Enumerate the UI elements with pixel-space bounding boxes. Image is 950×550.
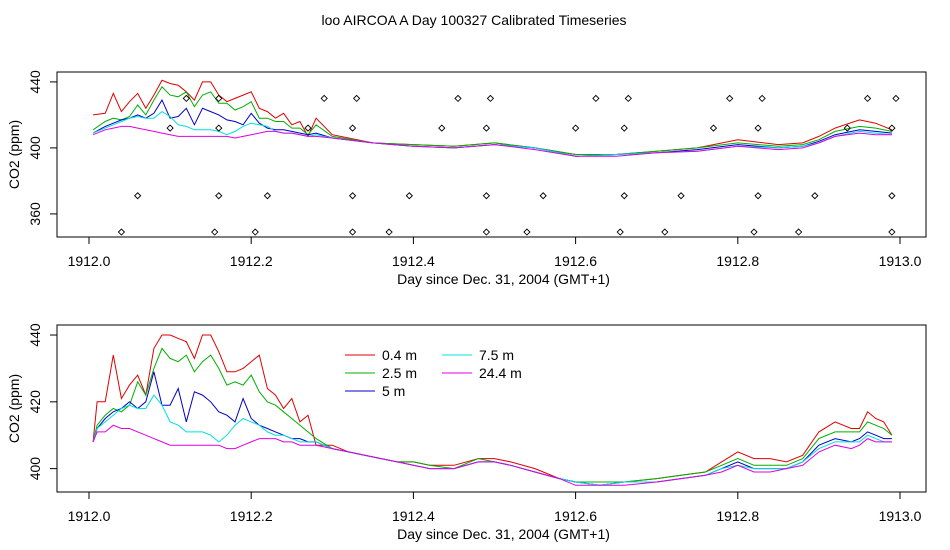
- legend-item: 0.4 m: [345, 347, 417, 363]
- data-point-marker: [843, 124, 851, 132]
- data-point-marker: [320, 94, 328, 103]
- data-point-marker: [892, 94, 900, 103]
- data-point-marker: [486, 94, 495, 103]
- data-point-marker: [215, 94, 223, 103]
- x-tick-label: 1912.0: [68, 253, 111, 269]
- data-point-marker: [888, 124, 896, 132]
- x-tick-label: 1912.4: [392, 253, 435, 269]
- data-point-marker: [304, 124, 312, 132]
- data-point-marker: [348, 124, 357, 132]
- plot-frame: [56, 71, 927, 238]
- legend-label: 24.4 m: [479, 365, 522, 381]
- data-point-marker: [726, 94, 734, 103]
- data-point-marker: [620, 124, 628, 132]
- series-line-0-4-m: [93, 79, 893, 155]
- legend-item: 7.5 m: [442, 347, 514, 363]
- x-tick-label: 1912.8: [716, 253, 759, 269]
- chart-panel-2: 1912.0 1912.2 1912.4 1912.6 1912.8 1913.0 400 4…: [6, 323, 927, 542]
- x-axis-label: Day since Dec. 31, 2004 (GMT+1): [397, 526, 610, 542]
- data-point-marker: [592, 94, 600, 103]
- data-point-marker: [482, 124, 491, 132]
- x-tick-label: 1912.8: [716, 508, 759, 524]
- y-tick-label: 360: [27, 202, 43, 226]
- data-point-marker: [438, 124, 446, 132]
- x-tick-label: 1913.0: [879, 253, 922, 269]
- data-point-marker: [263, 192, 272, 200]
- data-point-marker: [454, 94, 462, 103]
- data-point-marker: [661, 228, 669, 236]
- data-point-marker: [215, 124, 223, 132]
- data-point-marker: [863, 94, 872, 103]
- data-point-marker: [385, 228, 393, 236]
- data-point-marker: [709, 124, 718, 132]
- data-point-marker: [794, 228, 803, 236]
- data-point-marker: [117, 228, 126, 236]
- data-point-marker: [750, 228, 758, 236]
- data-point-marker: [482, 228, 491, 236]
- y-axis-label: CO2 (ppm): [6, 374, 22, 443]
- data-point-marker: [754, 124, 762, 132]
- x-tick-label: 1912.6: [554, 253, 597, 269]
- plots-group: 1912.0 1912.2 1912.4 1912.6 1912.8 1913.0 360 4…: [6, 70, 927, 542]
- data-point-marker: [616, 228, 624, 236]
- legend-label: 7.5 m: [479, 347, 514, 363]
- data-point-marker: [134, 192, 142, 200]
- data-point-marker: [405, 192, 413, 200]
- x-tick-label: 1912.0: [68, 508, 111, 524]
- x-tick-label: 1912.2: [230, 253, 273, 269]
- x-tick-label: 1912.4: [392, 508, 435, 524]
- legend-label: 0.4 m: [382, 347, 417, 363]
- data-point-marker: [182, 94, 190, 103]
- data-point-marker: [251, 228, 259, 236]
- data-point-marker: [348, 228, 357, 236]
- series-line-2-5-m: [92, 85, 892, 155]
- data-point-marker: [811, 192, 819, 200]
- data-point-marker: [211, 228, 219, 236]
- x-tick-label: 1912.6: [554, 508, 597, 524]
- y-tick-label: 400: [27, 136, 43, 160]
- data-point-marker: [166, 124, 174, 132]
- series-line-24-4-m: [92, 125, 892, 157]
- data-point-marker: [215, 192, 223, 200]
- legend-item: 5 m: [345, 383, 405, 399]
- data-point-marker: [620, 192, 628, 200]
- data-point-marker: [758, 94, 766, 103]
- chart-panel-1: 1912.0 1912.2 1912.4 1912.6 1912.8 1913.0 360 4…: [6, 70, 927, 287]
- series-line-24-4-m: [92, 424, 892, 486]
- data-point-marker: [624, 94, 632, 103]
- y-tick-label: 440: [27, 70, 43, 94]
- data-point-marker: [352, 94, 361, 103]
- data-point-marker: [571, 124, 580, 132]
- legend-label: 5 m: [382, 383, 405, 399]
- data-point-marker: [888, 228, 896, 236]
- y-tick-label: 420: [27, 390, 43, 414]
- data-point-marker: [348, 192, 357, 200]
- x-tick-label: 1913.0: [879, 508, 922, 524]
- data-point-marker: [523, 228, 531, 236]
- plot-frame: [56, 324, 927, 493]
- x-axis-label: Day since Dec. 31, 2004 (GMT+1): [397, 271, 610, 287]
- legend-item: 24.4 m: [442, 365, 522, 381]
- y-tick-label: 440: [27, 323, 43, 347]
- legend: 0.4 m 2.5 m 5 m 7.5 m 24.4 m: [345, 347, 522, 399]
- legend-label: 2.5 m: [382, 365, 417, 381]
- data-point-marker: [677, 192, 685, 200]
- series-line-5-m: [92, 99, 892, 157]
- data-point-marker: [754, 192, 762, 200]
- data-point-marker: [539, 192, 547, 200]
- x-tick-label: 1912.2: [230, 508, 273, 524]
- data-point-marker: [482, 192, 491, 200]
- legend-item: 2.5 m: [345, 365, 417, 381]
- data-point-marker: [888, 192, 896, 200]
- chart-title: loo AIRCOA A Day 100327 Calibrated Times…: [321, 12, 626, 28]
- y-tick-label: 400: [27, 457, 43, 481]
- y-axis-label: CO2 (ppm): [6, 120, 22, 189]
